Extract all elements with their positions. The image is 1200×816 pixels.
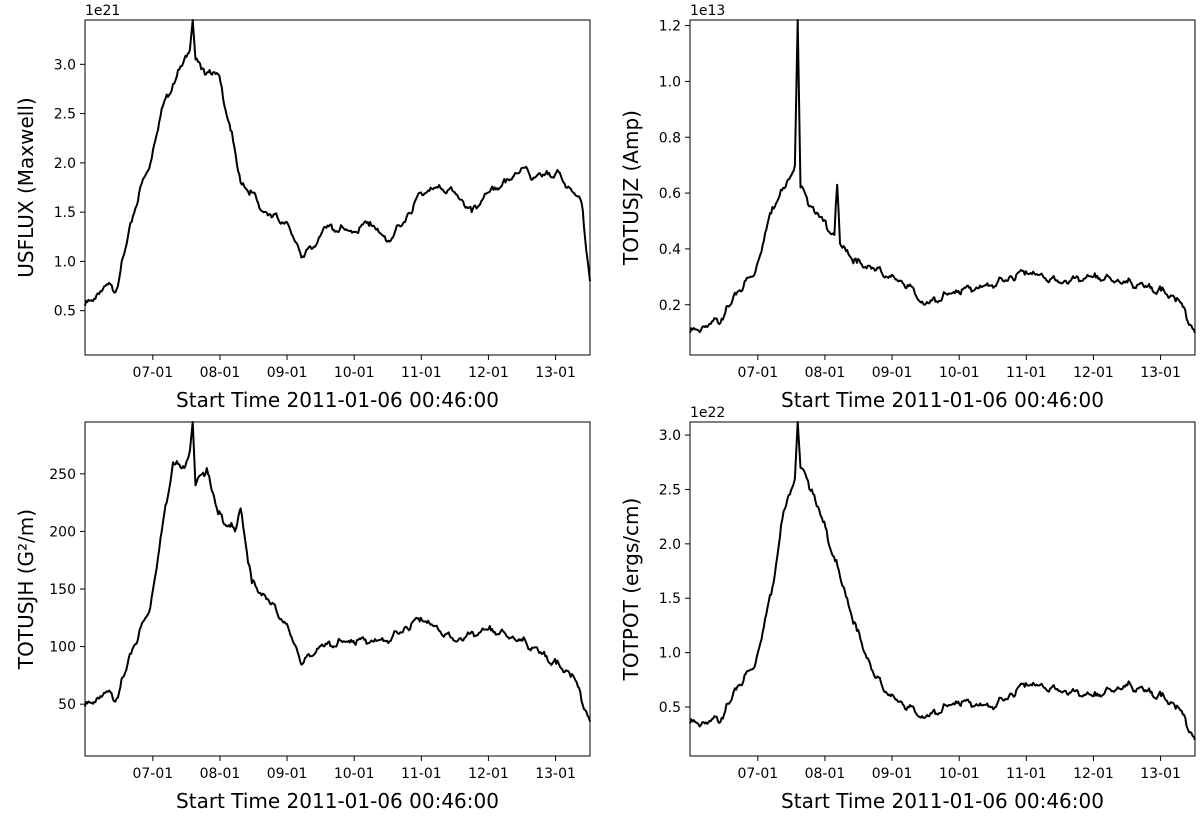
x-axis-label: Start Time 2011-01-06 00:46:00 [176, 789, 499, 813]
x-tick-label: 09-01 [267, 766, 308, 782]
x-tick-label: 12-01 [1073, 766, 1114, 782]
x-axis-label: Start Time 2011-01-06 00:46:00 [781, 789, 1104, 813]
x-tick-label: 09-01 [872, 365, 913, 381]
x-tick-label: 07-01 [737, 766, 778, 782]
axes-frame [84, 421, 591, 757]
x-tick-label: 08-01 [200, 365, 241, 381]
x-tick-label: 10-01 [334, 766, 375, 782]
chart-panel-3: 07-01 08-01 09-01 10-01 11-01 12-01 13-01 50 100… [14, 421, 591, 813]
x-tick-label: 08-01 [200, 766, 241, 782]
y-tick-label: 0.4 [659, 242, 681, 258]
y-tick-label: 0.5 [659, 700, 681, 716]
chart-panel-4: 07-01 08-01 09-01 10-01 11-01 12-01 13-01 0.5 1.… [619, 405, 1196, 813]
x-tick-label: 12-01 [1073, 365, 1114, 381]
y-tick-label: 2.5 [659, 482, 681, 498]
y-tick-label: 1.5 [54, 205, 76, 221]
y-tick-label: 100 [49, 640, 76, 656]
x-tick-label: 11-01 [401, 766, 442, 782]
x-tick-label: 07-01 [737, 365, 778, 381]
x-tick-label: 13-01 [1140, 365, 1181, 381]
x-tick-label: 08-01 [805, 766, 846, 782]
x-tick-label: 08-01 [805, 365, 846, 381]
x-tick-label: 13-01 [535, 766, 576, 782]
x-axis-label: Start Time 2011-01-06 00:46:00 [176, 388, 499, 412]
y-tick-label: 150 [49, 582, 76, 598]
y-tick-label: 2.5 [54, 107, 76, 123]
x-tick-label: 10-01 [334, 365, 375, 381]
y-tick-label: 0.2 [659, 298, 681, 314]
axes-frame [689, 421, 1196, 757]
y-tick-label: 3.0 [54, 57, 76, 73]
series-line [84, 421, 591, 722]
y-tick-label: 0.6 [659, 186, 681, 202]
axes-frame [84, 19, 591, 356]
y-axis-label: TOTUSJZ (Amp) [619, 110, 643, 266]
y-tick-label: 1.5 [659, 591, 681, 607]
y-tick-label: 1.0 [659, 646, 681, 662]
exponent-label: 1e21 [85, 3, 120, 19]
x-axis-label: Start Time 2011-01-06 00:46:00 [781, 388, 1104, 412]
y-tick-label: 2.0 [54, 156, 76, 172]
x-tick-label: 07-01 [132, 766, 173, 782]
y-tick-label: 1.0 [659, 74, 681, 90]
y-tick-label: 2.0 [659, 537, 681, 553]
y-tick-label: 0.5 [54, 304, 76, 320]
exponent-label: 1e13 [690, 3, 725, 19]
y-tick-label: 200 [49, 524, 76, 540]
y-tick-label: 3.0 [659, 428, 681, 444]
y-axis-label: TOTPOT (ergs/cm) [619, 498, 643, 682]
series-line [84, 19, 591, 306]
y-tick-label: 250 [49, 467, 76, 483]
chart-panel-1: 07-01 08-01 09-01 10-01 11-01 12-01 13-01 0.5 1.… [14, 3, 591, 412]
x-tick-label: 11-01 [1006, 766, 1047, 782]
x-tick-label: 09-01 [872, 766, 913, 782]
y-tick-label: 50 [58, 697, 76, 713]
x-tick-label: 13-01 [1140, 766, 1181, 782]
x-tick-label: 11-01 [401, 365, 442, 381]
x-tick-label: 10-01 [939, 766, 980, 782]
y-axis-label: TOTUSJH (G²/m) [14, 509, 38, 670]
chart-panel-2: 07-01 08-01 09-01 10-01 11-01 12-01 13-01 0.2 0.… [619, 3, 1196, 412]
axes-frame [689, 19, 1196, 356]
y-tick-label: 1.0 [54, 254, 76, 270]
y-tick-label: 0.8 [659, 130, 681, 146]
series-line [689, 19, 1196, 334]
y-axis-label: USFLUX (Maxwell) [14, 97, 38, 277]
x-tick-label: 12-01 [468, 365, 509, 381]
x-tick-label: 11-01 [1006, 365, 1047, 381]
y-tick-label: 1.2 [659, 19, 681, 35]
x-tick-label: 13-01 [535, 365, 576, 381]
exponent-label: 1e22 [690, 405, 725, 421]
x-tick-label: 12-01 [468, 766, 509, 782]
x-tick-label: 07-01 [132, 365, 173, 381]
x-tick-label: 09-01 [267, 365, 308, 381]
x-tick-label: 10-01 [939, 365, 980, 381]
series-line [689, 421, 1196, 741]
